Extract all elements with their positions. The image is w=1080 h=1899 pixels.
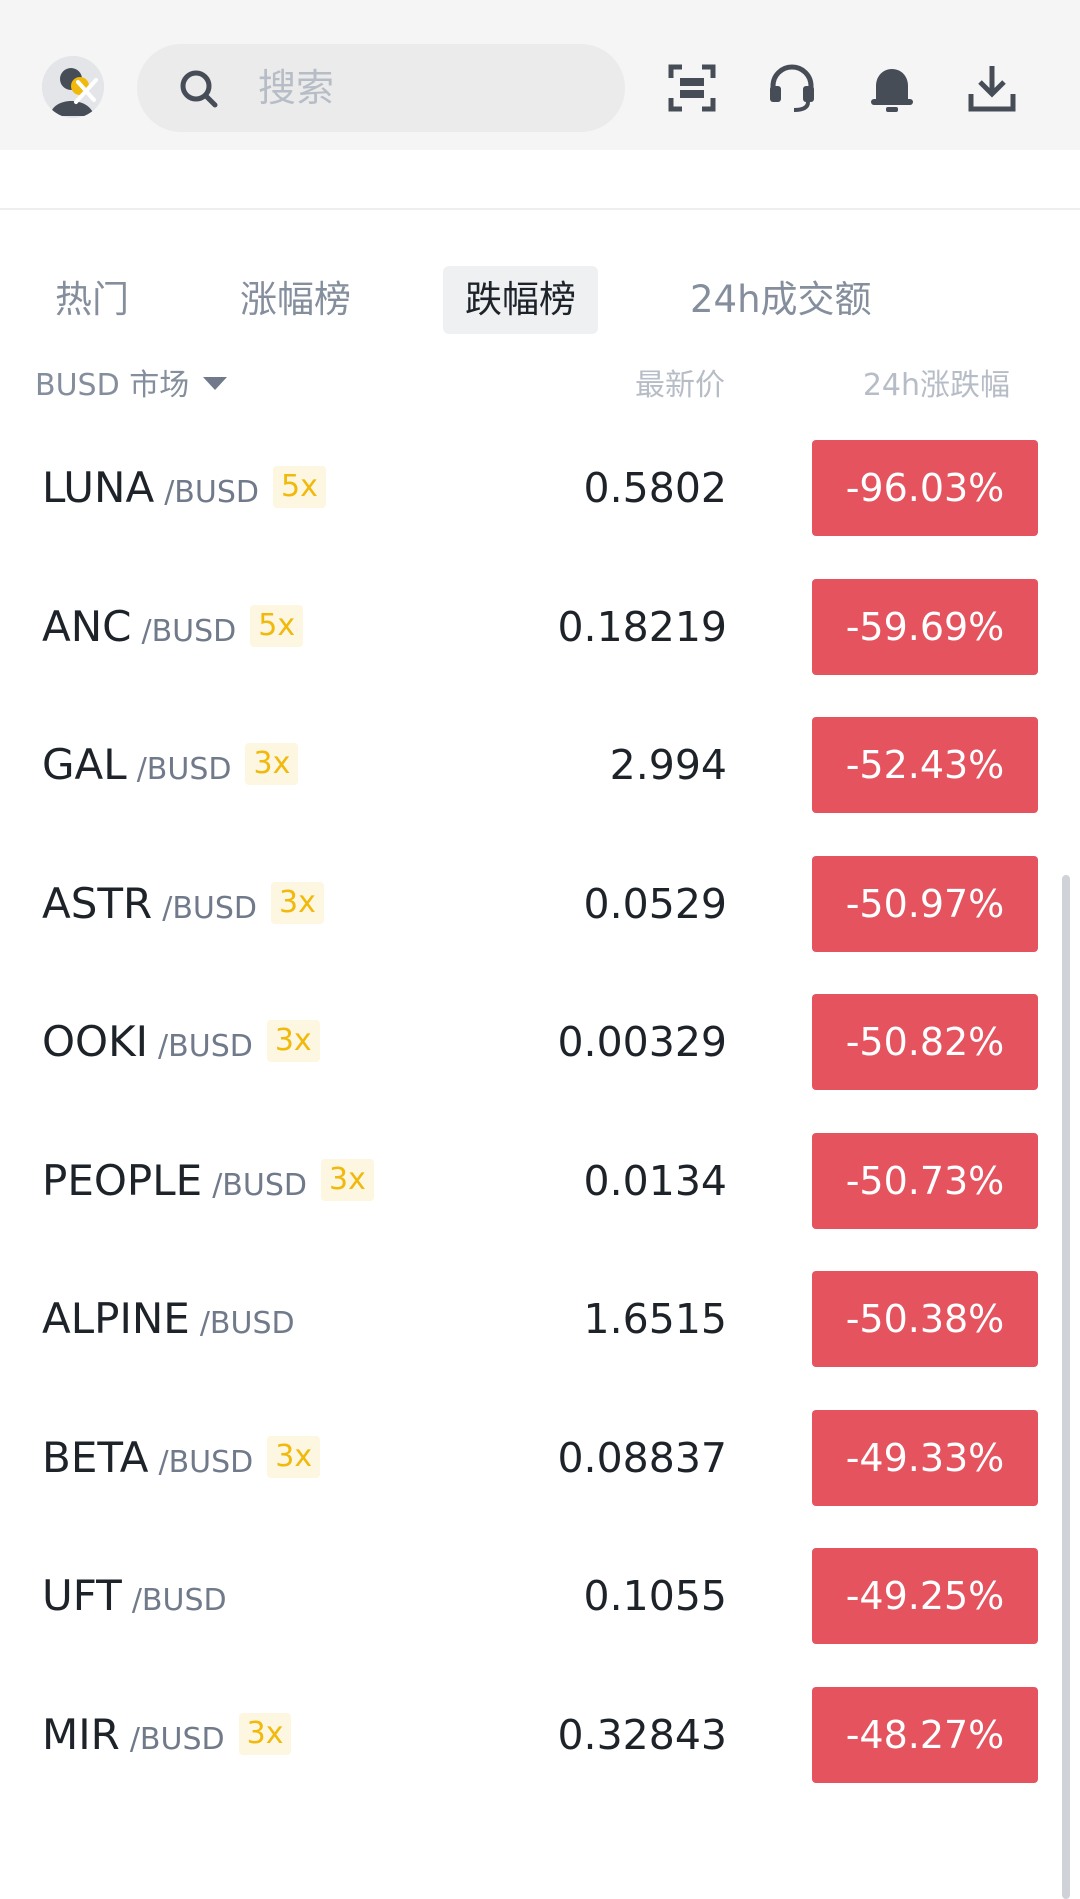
leverage-badge: 5x [250, 604, 304, 647]
search-placeholder: 搜索 [258, 66, 335, 110]
pair-name: ALPINE/BUSD [42, 1271, 295, 1367]
pair-name: BETA/BUSD 3x [42, 1410, 321, 1506]
base-asset: LUNA [42, 463, 155, 512]
quote-asset: /BUSD [141, 613, 237, 649]
market-list: LUNA/BUSD 5x 0.5802 -96.03% ANC/BUSD 5x 0.… [0, 440, 1080, 1825]
market-dropdown[interactable]: BUSD 市场 [35, 364, 228, 408]
change-badge[interactable]: -49.33% [812, 1409, 1038, 1506]
quote-asset: /BUSD [162, 890, 258, 926]
leverage-badge: 3x [267, 1435, 321, 1478]
ranking-tabs: 热门 涨幅榜 跌幅榜 24h成交额 [0, 266, 1080, 336]
leverage-badge: 3x [320, 1158, 374, 1201]
leverage-badge: 3x [238, 1712, 292, 1755]
change-badge[interactable]: -96.03% [812, 440, 1038, 536]
change-badge[interactable]: -48.27% [812, 1686, 1038, 1783]
quote-asset: /BUSD [212, 1167, 307, 1203]
scan-icon[interactable] [666, 62, 718, 114]
scrollbar[interactable] [1062, 875, 1070, 1899]
support-icon[interactable] [766, 62, 818, 114]
last-price: 0.0529 [583, 879, 727, 928]
leverage-badge: 3x [271, 881, 324, 924]
pair-name: PEOPLE/BUSD 3x [42, 1133, 374, 1229]
base-asset: BETA [42, 1432, 149, 1482]
market-row[interactable]: BETA/BUSD 3x 0.08837 -49.33% [0, 1409, 1080, 1549]
market-row[interactable]: GAL/BUSD 3x 2.994 -52.43% [0, 717, 1080, 856]
last-price: 0.18219 [557, 602, 727, 651]
top-bar: 搜索 [0, 0, 1080, 150]
quote-asset: /BUSD [129, 1721, 225, 1757]
base-asset: MIR [42, 1709, 120, 1759]
pair-name: MIR/BUSD 3x [42, 1687, 292, 1783]
pair-name: UFT/BUSD [42, 1548, 227, 1644]
avatar[interactable] [42, 56, 104, 118]
download-icon[interactable] [966, 62, 1018, 114]
tab-gainers[interactable]: 涨幅榜 [240, 278, 351, 321]
search-input[interactable]: 搜索 [137, 44, 625, 132]
leverage-badge: 3x [245, 743, 299, 785]
last-price: 0.0134 [583, 1156, 727, 1205]
search-icon [180, 70, 218, 108]
tab-hot[interactable]: 热门 [55, 278, 129, 321]
leverage-badge: 3x [266, 1020, 320, 1062]
market-row[interactable]: ANC/BUSD 5x 0.18219 -59.69% [0, 578, 1080, 718]
column-change[interactable]: 24h涨跌幅 [862, 368, 1010, 403]
tab-volume[interactable]: 24h成交额 [690, 278, 872, 321]
base-asset: PEOPLE [42, 1155, 203, 1205]
last-price: 0.32843 [557, 1710, 727, 1759]
column-header: BUSD 市场 最新价 24h涨跌幅 [0, 364, 1080, 408]
change-badge[interactable]: -50.82% [812, 994, 1038, 1090]
base-asset: GAL [42, 740, 127, 789]
market-row[interactable]: ALPINE/BUSD 1.6515 -50.38% [0, 1271, 1080, 1410]
quote-asset: /BUSD [164, 475, 259, 510]
chevron-down-icon [203, 377, 228, 390]
leverage-badge: 5x [273, 466, 326, 508]
last-price: 2.994 [609, 741, 727, 789]
last-price: 0.1055 [583, 1572, 727, 1620]
column-price[interactable]: 最新价 [635, 368, 725, 403]
market-row[interactable]: PEOPLE/BUSD 3x 0.0134 -50.73% [0, 1132, 1080, 1272]
change-badge[interactable]: -52.43% [812, 717, 1038, 813]
pair-name: OOKI/BUSD 3x [42, 994, 320, 1090]
base-asset: ANC [42, 601, 132, 651]
market-label: BUSD 市场 [35, 368, 190, 403]
change-badge[interactable]: -50.38% [812, 1271, 1038, 1367]
change-badge[interactable]: -50.97% [812, 855, 1038, 952]
change-badge[interactable]: -59.69% [812, 578, 1038, 675]
quote-asset: /BUSD [136, 752, 232, 787]
market-row[interactable]: ASTR/BUSD 3x 0.0529 -50.97% [0, 855, 1080, 995]
base-asset: UFT [42, 1571, 122, 1620]
pair-name: LUNA/BUSD 5x [42, 440, 326, 536]
change-badge[interactable]: -50.73% [812, 1132, 1038, 1229]
last-price: 0.00329 [557, 1018, 727, 1066]
market-row[interactable]: UFT/BUSD 0.1055 -49.25% [0, 1548, 1080, 1687]
pair-name: ANC/BUSD 5x [42, 579, 304, 675]
last-price: 1.6515 [583, 1295, 727, 1343]
base-asset: ASTR [42, 878, 153, 928]
tab-losers[interactable]: 跌幅榜 [443, 266, 598, 334]
change-badge[interactable]: -49.25% [812, 1548, 1038, 1644]
last-price: 0.08837 [557, 1433, 727, 1482]
quote-asset: /BUSD [199, 1306, 295, 1341]
quote-asset: /BUSD [158, 1029, 253, 1064]
base-asset: ALPINE [42, 1294, 190, 1343]
market-row[interactable]: OOKI/BUSD 3x 0.00329 -50.82% [0, 994, 1080, 1133]
market-row[interactable]: MIR/BUSD 3x 0.32843 -48.27% [0, 1686, 1080, 1826]
pair-name: ASTR/BUSD 3x [42, 856, 324, 952]
base-asset: OOKI [42, 1017, 149, 1066]
market-row[interactable]: LUNA/BUSD 5x 0.5802 -96.03% [0, 440, 1080, 579]
quote-asset: /BUSD [158, 1444, 254, 1480]
last-price: 0.5802 [583, 464, 727, 512]
quote-asset: /BUSD [131, 1583, 227, 1618]
bell-icon[interactable] [866, 62, 918, 114]
pair-name: GAL/BUSD 3x [42, 717, 299, 813]
